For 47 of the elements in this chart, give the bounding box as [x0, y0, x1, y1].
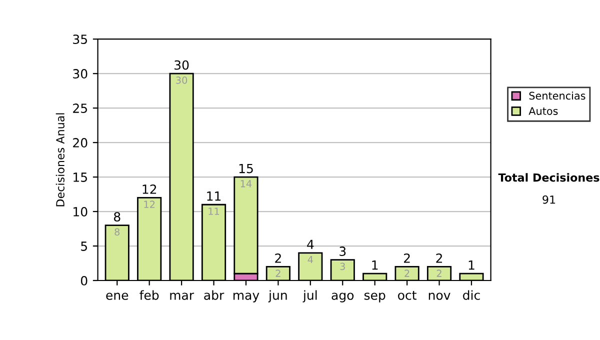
- x-tick-label: ene: [106, 292, 128, 300]
- x-tick-label: jul: [302, 290, 317, 302]
- x-tick-label: ago: [332, 292, 354, 302]
- x-tick-label: mar: [170, 292, 194, 300]
- text: Total Decisiones: [498, 173, 600, 182]
- y-tick-label: 0: [80, 276, 88, 286]
- total-label: 30: [174, 60, 189, 70]
- text: 91: [542, 195, 556, 204]
- total-label: 2: [404, 253, 410, 263]
- y-axis-title: Decisiones Anual: [56, 113, 64, 206]
- x-tick-label: may: [234, 292, 260, 302]
- total-label: 15: [239, 164, 253, 174]
- y-tick-label: 30: [73, 69, 88, 79]
- data-label: 11: [208, 208, 220, 215]
- total-label: 2: [436, 253, 442, 263]
- y-tick-label: 5: [81, 242, 87, 251]
- data-label: 8: [114, 228, 120, 236]
- total-label: 2: [275, 253, 281, 263]
- total-label: 1: [372, 260, 378, 270]
- data-label: 2: [436, 270, 442, 277]
- legend-label: Autos: [528, 107, 558, 115]
- x-tick-label: dic: [463, 290, 480, 300]
- data-label: 14: [240, 180, 252, 188]
- y-tick-label: 35: [73, 34, 87, 44]
- x-tick-label: nov: [428, 292, 450, 300]
- x-tick-label: sep: [364, 292, 386, 302]
- data-label: 2: [276, 270, 280, 277]
- data-label: 2: [404, 270, 410, 277]
- x-tick-label: oct: [398, 290, 416, 300]
- x-tick-label: jun: [268, 290, 287, 302]
- y-tick-label: 20: [73, 138, 88, 148]
- y-tick-label: 10: [74, 207, 88, 216]
- data-label: 3: [340, 262, 345, 270]
- total-label: 8: [114, 212, 120, 222]
- y-tick-label: 15: [74, 172, 87, 182]
- total-label: 3: [340, 246, 346, 256]
- data-label: 30: [176, 76, 188, 84]
- data-label: 4: [308, 256, 313, 264]
- legend-label: Sentencias: [529, 92, 586, 100]
- total-label: 1: [468, 260, 474, 270]
- x-tick-label: abr: [204, 290, 224, 300]
- total-label: 12: [142, 184, 156, 194]
- total-label: 4: [307, 240, 314, 249]
- x-tick-label: feb: [140, 290, 159, 300]
- y-tick-label: 25: [73, 104, 87, 113]
- total-label: 11: [207, 192, 221, 201]
- data-label: 12: [144, 200, 155, 208]
